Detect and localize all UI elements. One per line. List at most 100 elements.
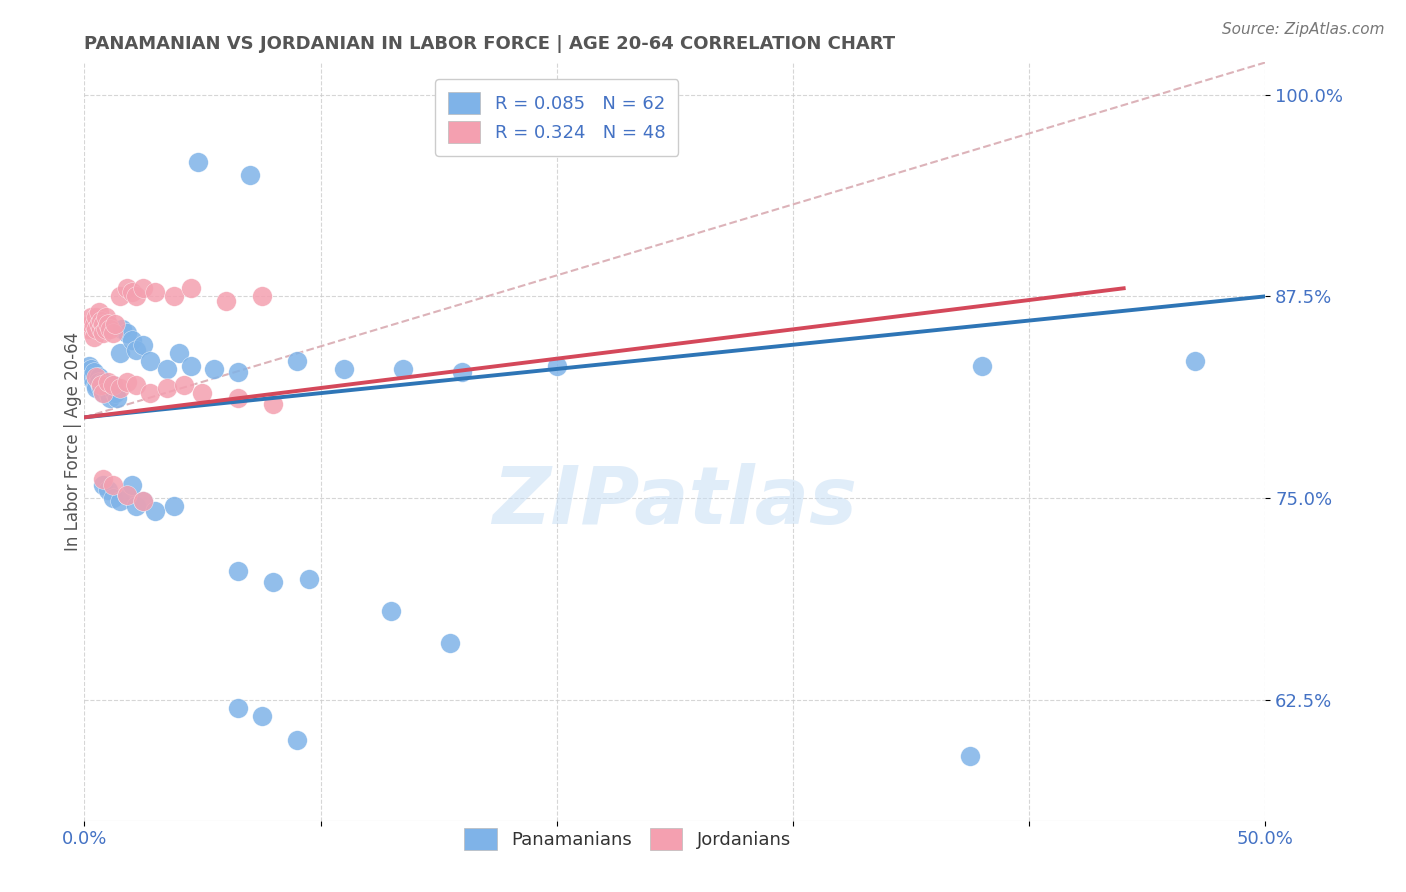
Point [439,636,461,650]
Point [84,378,107,392]
Point [83,329,105,343]
Point [84,381,107,395]
Point [239,169,262,183]
Point [101,478,124,492]
Point [226,365,249,379]
Point [262,574,284,589]
Point [84,370,107,384]
Point [163,289,186,303]
Point [94,321,117,335]
Point [180,359,202,373]
Point [90,378,112,392]
Point [108,346,131,360]
Point [202,362,225,376]
Point [970,359,993,373]
Point [91,386,114,401]
Point [87,375,110,389]
Point [167,346,190,360]
Point [250,708,273,723]
Point [380,604,402,618]
Point [163,499,186,513]
Point [125,289,148,303]
Y-axis label: In Labor Force | Age 20-64: In Labor Force | Age 20-64 [65,332,82,551]
Point [91,478,114,492]
Point [83,318,105,333]
Point [180,281,202,295]
Point [125,378,148,392]
Point [333,362,356,376]
Point [91,326,114,341]
Point [101,326,124,341]
Point [108,381,131,395]
Point [959,749,981,764]
Point [115,488,138,502]
Text: ZIPatlas: ZIPatlas [492,463,858,541]
Point [132,281,155,295]
Point [139,354,162,368]
Point [90,378,112,392]
Point [80,370,103,384]
Point [108,494,131,508]
Point [108,289,131,303]
Point [250,289,273,303]
Point [115,281,138,295]
Point [132,337,155,351]
Point [107,391,129,405]
Point [80,362,103,376]
Point [125,499,148,513]
Point [132,494,155,508]
Point [226,564,249,578]
Legend: Panamanians, Jordanians: Panamanians, Jordanians [457,821,799,857]
Point [87,317,110,331]
Point [226,700,249,714]
Point [121,285,143,299]
Point [94,378,117,392]
Point [125,343,148,357]
Point [139,386,162,401]
Point [97,483,120,497]
Point [121,478,143,492]
Point [392,362,415,376]
Point [111,321,134,335]
Point [87,305,110,319]
Point [1184,354,1206,368]
Point [97,381,120,395]
Point [83,375,105,389]
Point [91,472,114,486]
Point [90,381,112,395]
Point [98,321,121,335]
Point [143,504,166,518]
Point [451,365,474,379]
Point [115,488,138,502]
Point [87,370,110,384]
Point [94,310,117,325]
Point [77,359,100,373]
Point [84,321,107,335]
Text: PANAMANIAN VS JORDANIAN IN LABOR FORCE | AGE 20-64 CORRELATION CHART: PANAMANIAN VS JORDANIAN IN LABOR FORCE |… [84,35,896,53]
Point [91,375,114,389]
Point [121,333,143,347]
Point [298,572,321,586]
Point [285,733,308,747]
Point [84,310,107,325]
Point [191,386,214,401]
Point [115,375,138,389]
Point [262,397,284,411]
Point [132,494,155,508]
Point [90,313,112,327]
Point [101,491,124,505]
Point [104,386,127,401]
Point [91,386,114,401]
Point [97,375,120,389]
Point [80,317,103,331]
Point [226,391,249,405]
Point [173,378,195,392]
Point [101,378,124,392]
Point [187,155,209,169]
Point [104,317,127,331]
Text: Source: ZipAtlas.com: Source: ZipAtlas.com [1222,22,1385,37]
Point [546,359,568,373]
Point [97,317,120,331]
Point [83,365,105,379]
Point [115,326,138,341]
